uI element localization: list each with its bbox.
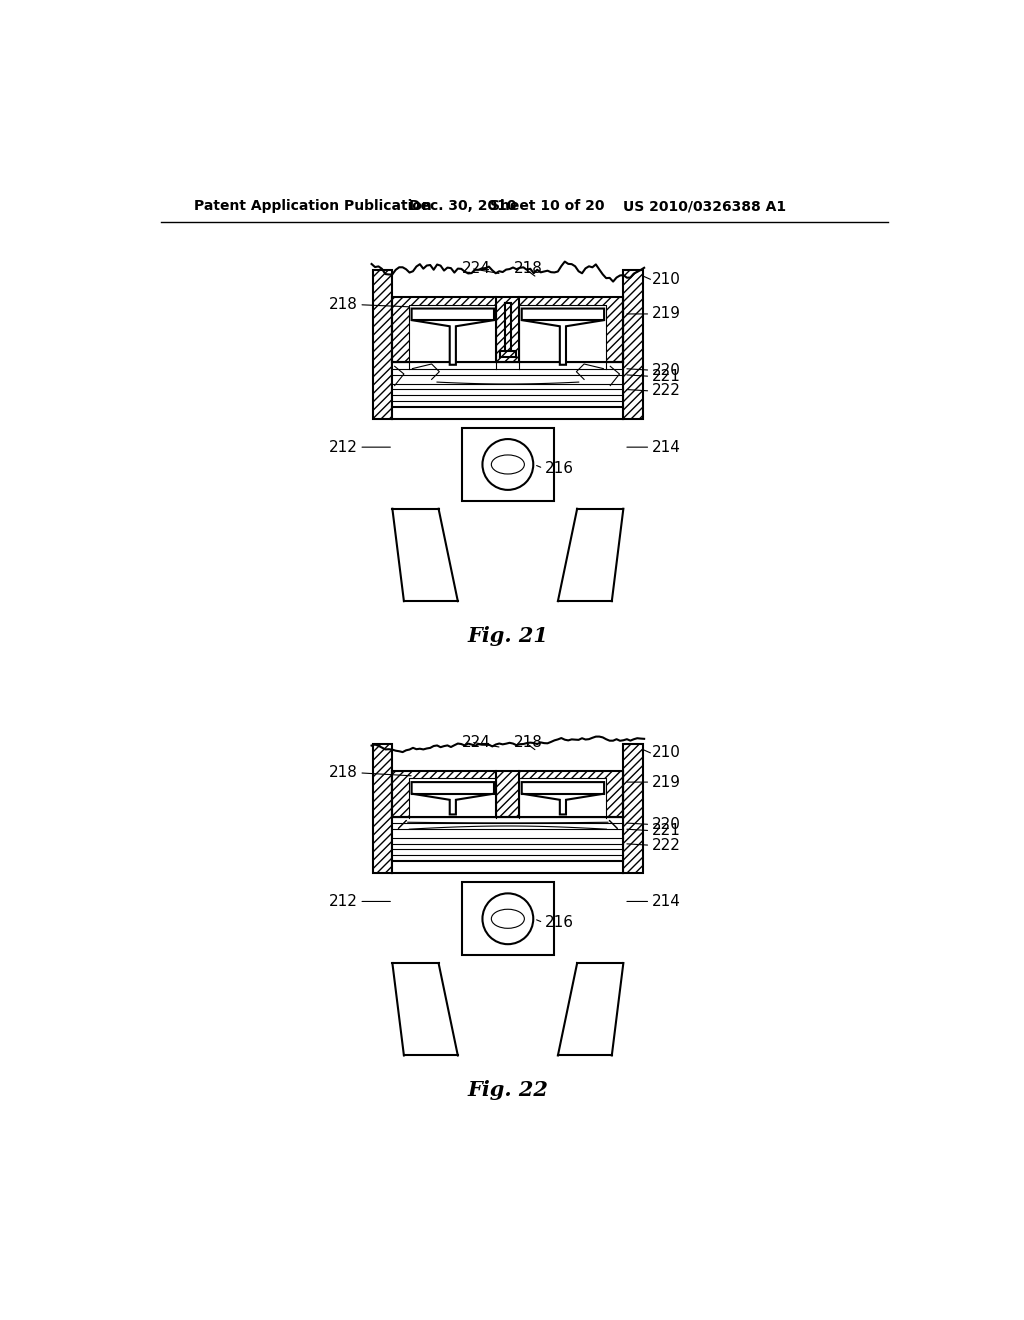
Bar (462, 882, 554, 956)
Text: 218: 218 (514, 734, 543, 750)
Bar (392, 297, 624, 363)
Text: 216: 216 (545, 461, 573, 475)
Bar (392, 363, 624, 418)
Polygon shape (521, 309, 604, 364)
Text: 220: 220 (652, 817, 681, 832)
Text: Sheet 10 of 20: Sheet 10 of 20 (490, 199, 604, 213)
Ellipse shape (492, 909, 524, 928)
Bar (373, 743, 392, 873)
Text: US 2010/0326388 A1: US 2010/0326388 A1 (624, 199, 786, 213)
Bar (519, 779, 606, 818)
Text: 216: 216 (545, 915, 573, 931)
Text: Patent Application Publication: Patent Application Publication (194, 199, 431, 213)
Text: 218: 218 (514, 261, 543, 276)
Text: 224: 224 (462, 261, 490, 276)
Ellipse shape (492, 455, 524, 474)
Text: 220: 220 (652, 363, 681, 378)
Bar (373, 271, 392, 418)
Bar (624, 743, 643, 873)
Text: 210: 210 (652, 746, 681, 760)
Text: 218: 218 (329, 766, 357, 780)
Circle shape (482, 894, 534, 944)
Bar (392, 771, 624, 817)
Text: 214: 214 (652, 440, 681, 454)
Text: 219: 219 (652, 306, 681, 322)
Bar (519, 305, 606, 368)
Bar (410, 305, 497, 368)
Polygon shape (412, 781, 494, 814)
Text: 218: 218 (329, 297, 357, 313)
Bar (624, 271, 643, 418)
Text: 212: 212 (329, 894, 357, 909)
Text: 212: 212 (329, 440, 357, 454)
Text: Dec. 30, 2010: Dec. 30, 2010 (410, 199, 517, 213)
Text: 219: 219 (652, 775, 681, 789)
Text: 221: 221 (652, 824, 681, 838)
Text: 222: 222 (652, 838, 681, 853)
Text: 224: 224 (462, 734, 490, 750)
Text: Fig. 21: Fig. 21 (467, 626, 548, 645)
Bar (410, 779, 497, 818)
Text: 222: 222 (652, 383, 681, 399)
Text: 214: 214 (652, 894, 681, 909)
Text: 210: 210 (652, 272, 681, 286)
Bar (392, 817, 624, 873)
Text: Fig. 22: Fig. 22 (467, 1080, 548, 1100)
Polygon shape (412, 309, 494, 364)
Polygon shape (521, 781, 604, 814)
Circle shape (482, 440, 534, 490)
Bar (462, 428, 554, 502)
Text: 221: 221 (652, 368, 681, 384)
